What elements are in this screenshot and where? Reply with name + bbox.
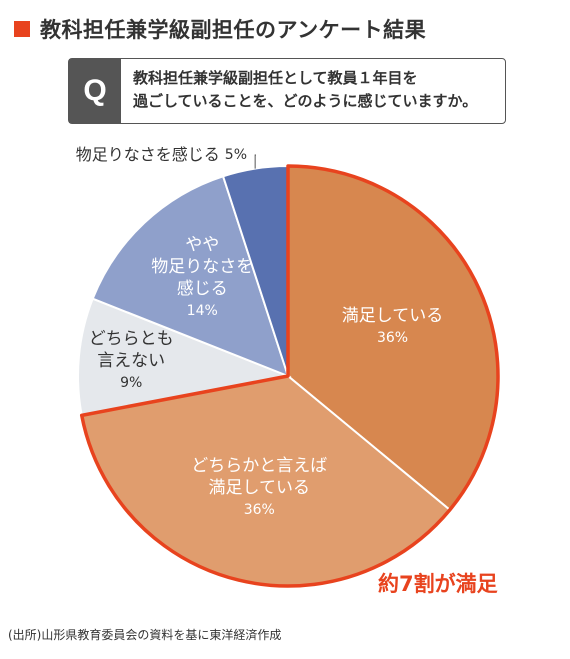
source-note: (出所)山形県教育委員会の資料を基に東洋経済作成 — [8, 628, 282, 642]
slice-category-label-4: 物足りなさを — [151, 257, 253, 277]
slice-label-unsatisfied: 物足りなさを感じる 5% — [76, 145, 247, 164]
highlight-annotation: 約7割が満足 — [378, 572, 498, 596]
pie-slice-3 — [77, 297, 292, 417]
slice-value-label-1: 36% — [377, 330, 408, 346]
question-text: 教科担任兼学級副担任として教員１年目を 過ごしていることを、どのように感じていま… — [121, 59, 485, 123]
slice-value-label-3: 9% — [120, 375, 142, 391]
question-line-2: 過ごしていることを、どのように感じていますか。 — [133, 92, 478, 110]
slice-value-label-4: 14% — [187, 303, 218, 319]
satisfied-highlight-outline — [79, 164, 500, 588]
chart-title: 教科担任兼学級副担任のアンケート結果 — [40, 18, 427, 42]
slice-category-label-3: どちらとも — [89, 329, 174, 349]
leader-line — [254, 154, 256, 169]
title-row: 教科担任兼学級副担任のアンケート結果 — [14, 14, 426, 44]
slice-category-label-1: 満足している — [342, 306, 444, 326]
question-line-1: 教科担任兼学級副担任として教員１年目を — [133, 69, 418, 87]
slice-category-label-2: どちらかと言えば — [191, 456, 327, 476]
slice-category-label-4: やや — [185, 235, 219, 255]
title-marker — [14, 21, 30, 37]
slice-value-label-2: 36% — [244, 502, 275, 518]
question-box: Q 教科担任兼学級副担任として教員１年目を 過ごしていることを、どのように感じて… — [68, 58, 506, 124]
slice-category-label-3: 言えない — [97, 351, 165, 371]
question-badge: Q — [69, 59, 121, 123]
slice-category-label-2: 満足している — [209, 478, 311, 498]
slice-category-label-4: 感じる — [177, 279, 228, 299]
